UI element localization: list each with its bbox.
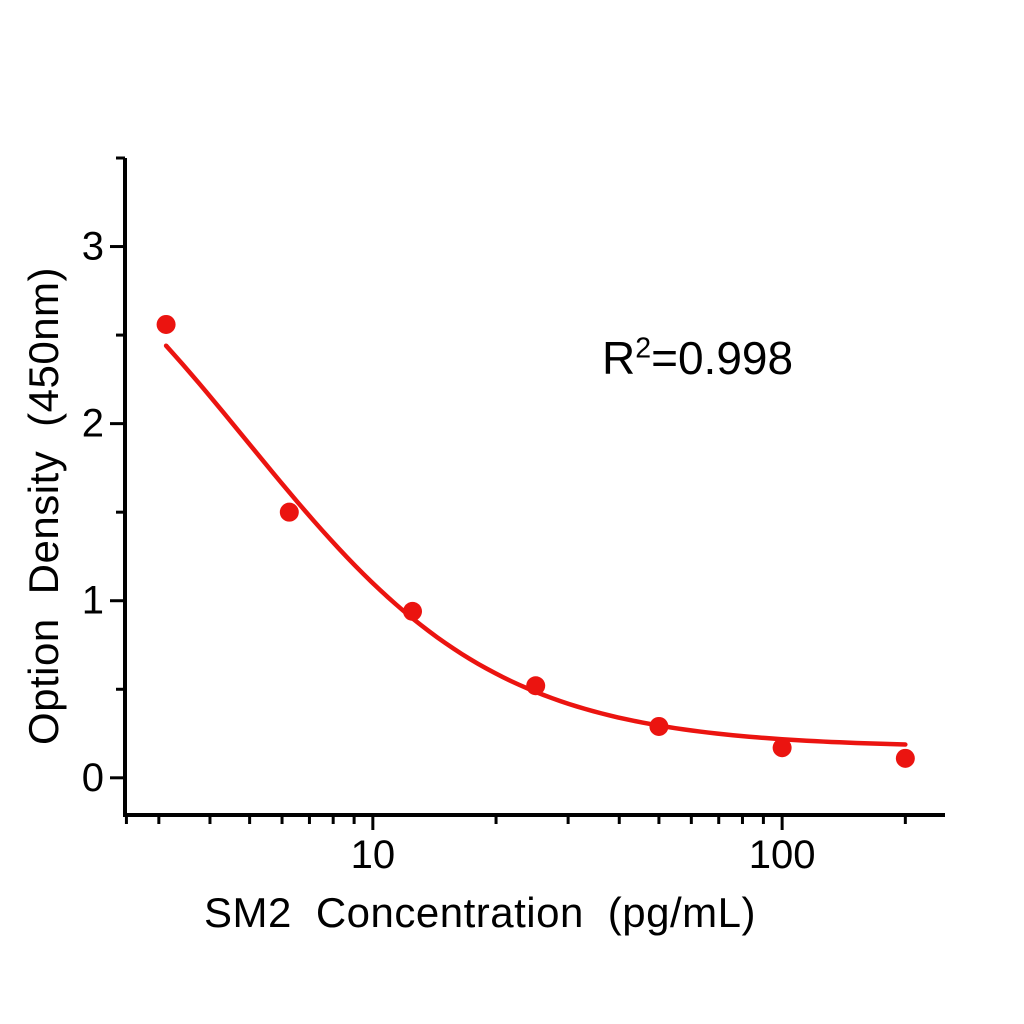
x-tick-label: 100 bbox=[749, 833, 816, 877]
y-tick-label: 1 bbox=[82, 579, 104, 623]
y-tick-label: 0 bbox=[82, 756, 104, 800]
y-tick-label: 2 bbox=[82, 402, 104, 446]
r-squared-base: R bbox=[602, 332, 636, 384]
axes-frame bbox=[123, 158, 945, 817]
y-tick-label: 3 bbox=[82, 225, 104, 269]
x-axis-title: SM2 Concentration (pg/mL) bbox=[204, 889, 756, 936]
data-point bbox=[526, 676, 546, 696]
y-axis-title: Option Density (450nm) bbox=[20, 266, 67, 746]
r-squared-value: =0.998 bbox=[651, 332, 794, 384]
data-point bbox=[895, 748, 915, 768]
data-point bbox=[279, 502, 299, 522]
data-point bbox=[649, 716, 669, 736]
x-tick-label: 10 bbox=[351, 833, 396, 877]
r-squared-exponent: 2 bbox=[635, 332, 652, 365]
data-point bbox=[403, 601, 423, 621]
r-squared-annotation: R2=0.998 bbox=[602, 331, 793, 385]
data-point bbox=[772, 738, 792, 758]
data-point bbox=[156, 314, 176, 334]
